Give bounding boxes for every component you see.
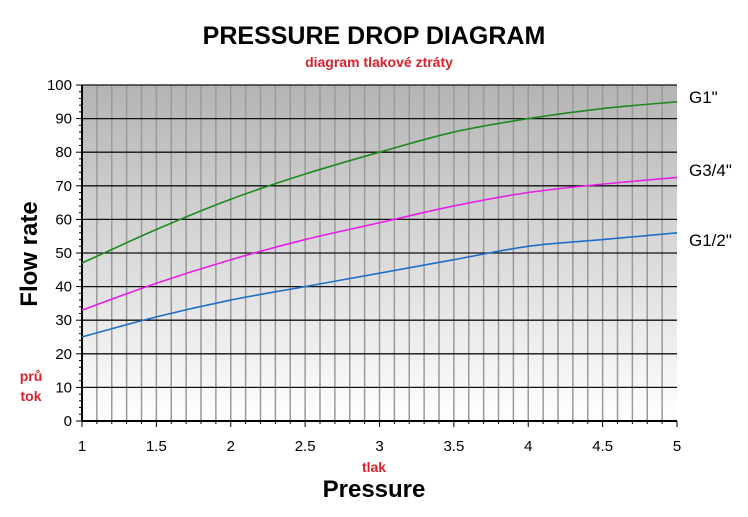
y-tick-label: 40 xyxy=(55,279,72,296)
x-axis-label: Pressure xyxy=(322,476,426,503)
x-tick-label: 1 xyxy=(78,438,86,455)
y-tick-label: 60 xyxy=(55,211,72,228)
x-tick-label: 1.5 xyxy=(146,438,167,455)
y-tick-label: 100 xyxy=(47,77,72,94)
series-line xyxy=(81,101,678,264)
y-tick-label: 0 xyxy=(64,413,72,430)
legend-label: G1/2" xyxy=(689,231,732,250)
y-sublabel-line: tok xyxy=(20,388,42,404)
x-tick-label: 3.5 xyxy=(443,438,464,455)
x-axis-sublabel: tlak xyxy=(361,459,387,475)
chart-title: PRESSURE DROP DIAGRAM xyxy=(202,22,546,50)
y-tick-label: 80 xyxy=(55,144,72,161)
x-tick-label: 2.5 xyxy=(295,438,316,455)
y-tick-label: 30 xyxy=(55,312,72,329)
series-line xyxy=(81,232,678,338)
x-tick-label: 3 xyxy=(375,438,383,455)
y-sublabel-line: prů xyxy=(19,368,43,384)
series-line xyxy=(81,176,678,311)
y-tick-label: 90 xyxy=(55,111,72,128)
x-tick-label: 4 xyxy=(524,438,532,455)
x-tick-label: 4.5 xyxy=(592,438,613,455)
y-tick-label: 70 xyxy=(55,178,72,195)
legend-label: G3/4" xyxy=(689,161,732,180)
y-axis-sublabel: prů tok xyxy=(16,366,46,406)
x-tick-label: 2 xyxy=(227,438,235,455)
y-tick-label: 20 xyxy=(55,346,72,363)
y-axis-label: Flow rate xyxy=(16,201,43,307)
legend-label: G1" xyxy=(689,88,718,107)
x-tick-label: 5 xyxy=(673,438,681,455)
y-tick-label: 10 xyxy=(55,379,72,396)
y-tick-label: 50 xyxy=(55,245,72,262)
chart-subtitle: diagram tlakové ztráty xyxy=(305,54,453,70)
